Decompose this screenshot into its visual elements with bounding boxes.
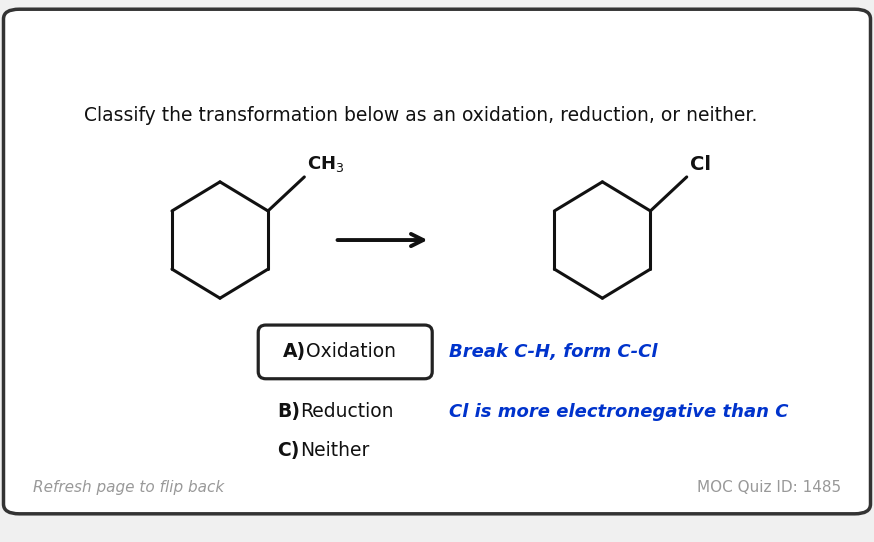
Text: Reduction: Reduction <box>301 402 394 421</box>
Text: Cl: Cl <box>690 155 711 174</box>
Text: A): A) <box>283 343 306 362</box>
Text: C): C) <box>277 441 300 460</box>
Text: CH$_3$: CH$_3$ <box>307 154 344 174</box>
Text: Oxidation: Oxidation <box>306 343 396 362</box>
Text: Refresh page to flip back: Refresh page to flip back <box>32 480 224 495</box>
Text: Break C-H, form C-Cl: Break C-H, form C-Cl <box>449 343 658 361</box>
Text: Cl is more electronegative than C: Cl is more electronegative than C <box>449 403 789 421</box>
Text: Neither: Neither <box>301 441 370 460</box>
FancyBboxPatch shape <box>258 325 433 379</box>
Text: B): B) <box>277 402 301 421</box>
Text: MOC Quiz ID: 1485: MOC Quiz ID: 1485 <box>697 480 842 495</box>
Text: Classify the transformation below as an oxidation, reduction, or neither.: Classify the transformation below as an … <box>84 106 758 125</box>
